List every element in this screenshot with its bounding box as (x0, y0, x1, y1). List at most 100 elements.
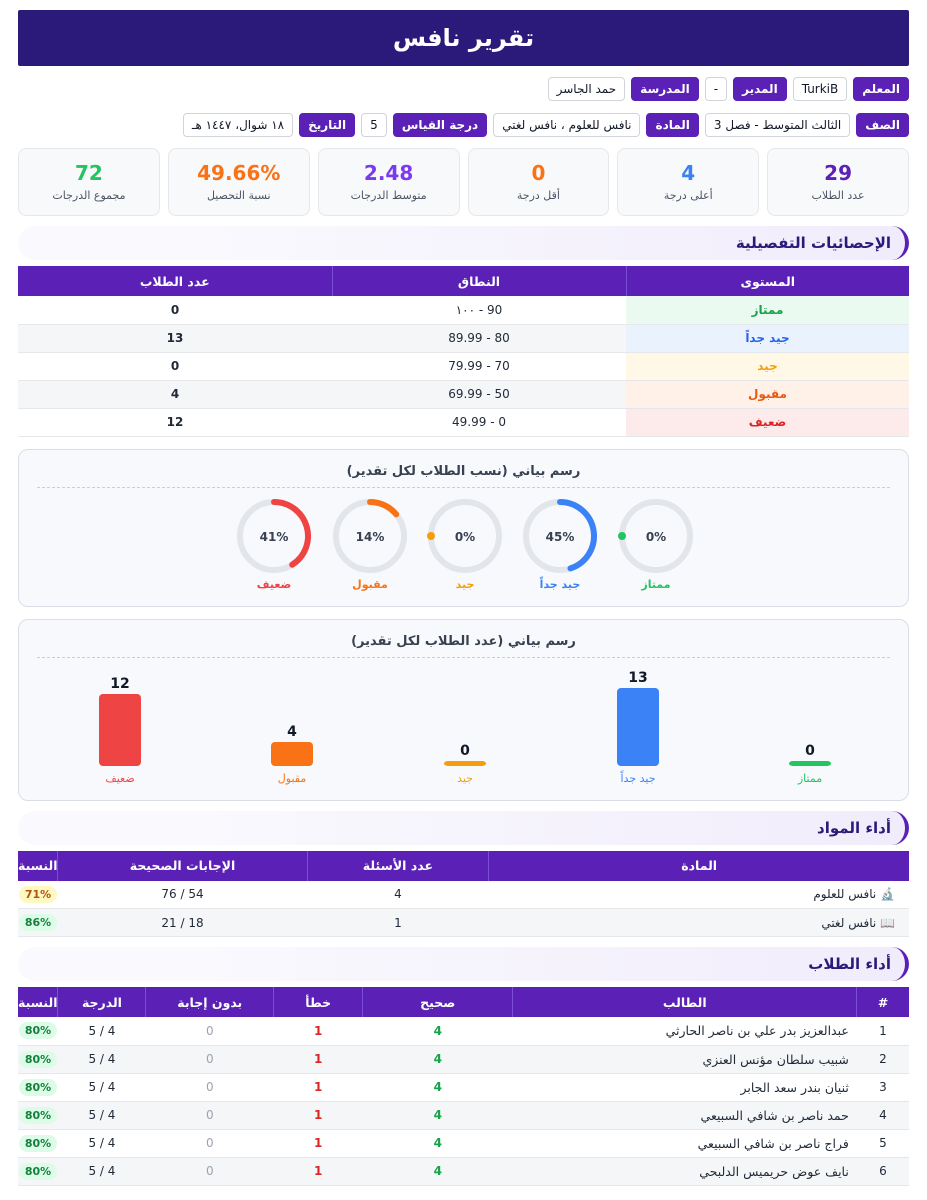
stat-value: 49.66% (197, 161, 281, 185)
donut-zero-dot (618, 531, 626, 540)
donut-percent-label: 45% (546, 530, 575, 544)
donut-category-label: ضعيف (257, 578, 291, 591)
range-cell: 90 - ١٠٠ (332, 296, 626, 325)
stat-caption: نسبة التحصيل (206, 189, 271, 202)
count-cell: 13 (18, 324, 332, 353)
info-class-label-3: التاريخ (299, 113, 356, 137)
score-cell: 4 / 5 (57, 1073, 146, 1102)
percent-badge: 80% (18, 1022, 58, 1040)
table-row: 6 نايف عوض حريميس الدلبحي 4 1 0 4 / 5 80% (18, 1157, 909, 1186)
student-name-cell: نايف عوض حريميس الدلبحي (512, 1157, 857, 1186)
student-name-cell: شبيب سلطان مؤنس العنزي (512, 1045, 857, 1074)
stat-value: 29 (824, 161, 852, 185)
correct-cell: 4 (362, 1017, 513, 1046)
subject-name: نافس لغتي (821, 915, 877, 930)
table-row: ممتاز 90 - ١٠٠ 0 (18, 296, 909, 325)
bar (99, 693, 141, 766)
percent-cell: 80% (18, 1017, 58, 1046)
donut-arc (367, 498, 400, 517)
count-cell: 4 (18, 380, 332, 409)
stat-caption: عدد الطلاب (811, 189, 865, 202)
info-class-label-2: درجة القياس (392, 113, 488, 137)
stat-caption: متوسط الدرجات (350, 189, 427, 202)
range-cell: 70 - 79.99 (332, 352, 626, 381)
detailed-header-1: النطاق (331, 266, 626, 296)
count-chart-title: رسم بياني (عدد الطلاب لكل تقدير) (37, 620, 890, 658)
blank-cell: 0 (145, 1129, 274, 1158)
percent-badge: 80% (18, 1162, 58, 1180)
info-staff-label-2: المدرسة (631, 77, 699, 101)
subjects-header-0: المادة (488, 850, 909, 881)
blank-cell: 0 (145, 1045, 274, 1074)
correct-cell: 4 (362, 1157, 513, 1186)
donut-percent-label: 41% (260, 530, 289, 544)
detailed-stats-table: المستوى النطاق عدد الطلاب ممتاز 90 - ١٠٠ 0 جي… (18, 266, 909, 437)
percent-cell: 86% (18, 908, 58, 937)
donut-category-label: جيد جداً (540, 575, 581, 590)
student-name-cell: حمد ناصر بن شافي السبيعي (512, 1101, 857, 1130)
wrong-cell: 1 (273, 1157, 363, 1186)
report: تقرير نافس المعلم TurkiB المدير - المدرسة حمد… (18, 10, 909, 1186)
row-number-cell: 3 (856, 1073, 909, 1102)
stat-value: 2.48 (363, 161, 414, 185)
score-cell: 4 / 5 (57, 1157, 146, 1186)
level-cell: جيد جداً (626, 324, 909, 353)
correct-answers-cell: 54 / 76 (57, 880, 307, 909)
detailed-header-2: عدد الطلاب (18, 266, 332, 296)
correct-cell: 4 (362, 1073, 513, 1102)
section-title-detailed: الإحصائيات التفصيلية (18, 226, 909, 260)
table-row: 4 حمد ناصر بن شافي السبيعي 4 1 0 4 / 5 80% (18, 1101, 909, 1130)
percent-badge: 80% (18, 1078, 58, 1096)
info-class-value-2: 5 (361, 113, 387, 137)
subject-icon: 🔬 (876, 887, 895, 902)
bar-category-label: ضعيف (105, 772, 134, 785)
percent-cell: 80% (18, 1101, 58, 1130)
info-staff-label-1: المدير (733, 77, 787, 101)
info-row-staff: المعلم TurkiB المدير - المدرسة حمد الجاسر (18, 76, 909, 102)
subject-icon: 📖 (876, 915, 895, 930)
wrong-cell: 1 (273, 1045, 363, 1074)
subjects-table: المادة عدد الأسئلة الإجابات الصحيحة النسبة … (18, 850, 909, 937)
questions-cell: 1 (307, 908, 489, 937)
stat-card-4: 49.66% نسبة التحصيل (167, 148, 310, 216)
subjects-header-1: عدد الأسئلة (306, 850, 489, 881)
bar-category-label: ممتاز (797, 772, 822, 785)
info-staff-label-0: المعلم (853, 77, 909, 101)
correct-cell: 4 (362, 1129, 513, 1158)
subjects-header-2: الإجابات الصحيحة (57, 850, 307, 881)
level-cell: مقبول (626, 380, 909, 409)
blank-cell: 0 (145, 1017, 274, 1046)
donut-arc (557, 498, 597, 571)
students-header-2: صحيح (362, 987, 513, 1017)
donut-percent-label: 0% (455, 530, 475, 544)
bar-value-label: 12 (110, 676, 129, 692)
table-row: 3 ثنيان بندر سعد الجابر 4 1 0 4 / 5 80% (18, 1073, 909, 1102)
count-cell: 0 (18, 296, 332, 325)
wrong-cell: 1 (273, 1129, 363, 1158)
percent-badge: 71% (18, 885, 58, 903)
donut-category-label: مقبول (352, 578, 388, 591)
row-number-cell: 6 (856, 1157, 909, 1186)
subject-name: نافس للعلوم (813, 887, 877, 902)
level-cell: ضعيف (626, 408, 909, 437)
percent-chart-card: رسم بياني (نسب الطلاب لكل تقدير) 0% ممتاز… (18, 448, 909, 607)
blank-cell: 0 (145, 1157, 274, 1186)
stat-card-5: 72 مجموع الدرجات (18, 148, 160, 216)
count-chart-card: رسم بياني (عدد الطلاب لكل تقدير) 0 ممتاز 1… (18, 618, 909, 801)
score-cell: 4 / 5 (57, 1045, 146, 1074)
correct-cell: 4 (362, 1101, 513, 1130)
percent-cell: 71% (18, 880, 58, 909)
correct-answers-cell: 18 / 21 (57, 908, 307, 937)
bar (789, 760, 831, 766)
students-header-5: الدرجة (57, 987, 146, 1017)
percent-badge: 80% (18, 1106, 58, 1124)
wrong-cell: 1 (273, 1101, 363, 1130)
percent-cell: 80% (18, 1073, 58, 1102)
row-number-cell: 1 (856, 1017, 909, 1046)
stat-card-2: 0 أقل درجة (467, 148, 610, 216)
bar-category-label: جيد جداً (620, 769, 655, 784)
students-table: # الطالب صحيح خطأ بدون إجابة الدرجة النسبة 1 عب… (18, 987, 909, 1186)
blank-cell: 0 (145, 1101, 274, 1130)
section-title-subjects: أداء المواد (18, 810, 909, 845)
questions-cell: 4 (307, 880, 489, 909)
